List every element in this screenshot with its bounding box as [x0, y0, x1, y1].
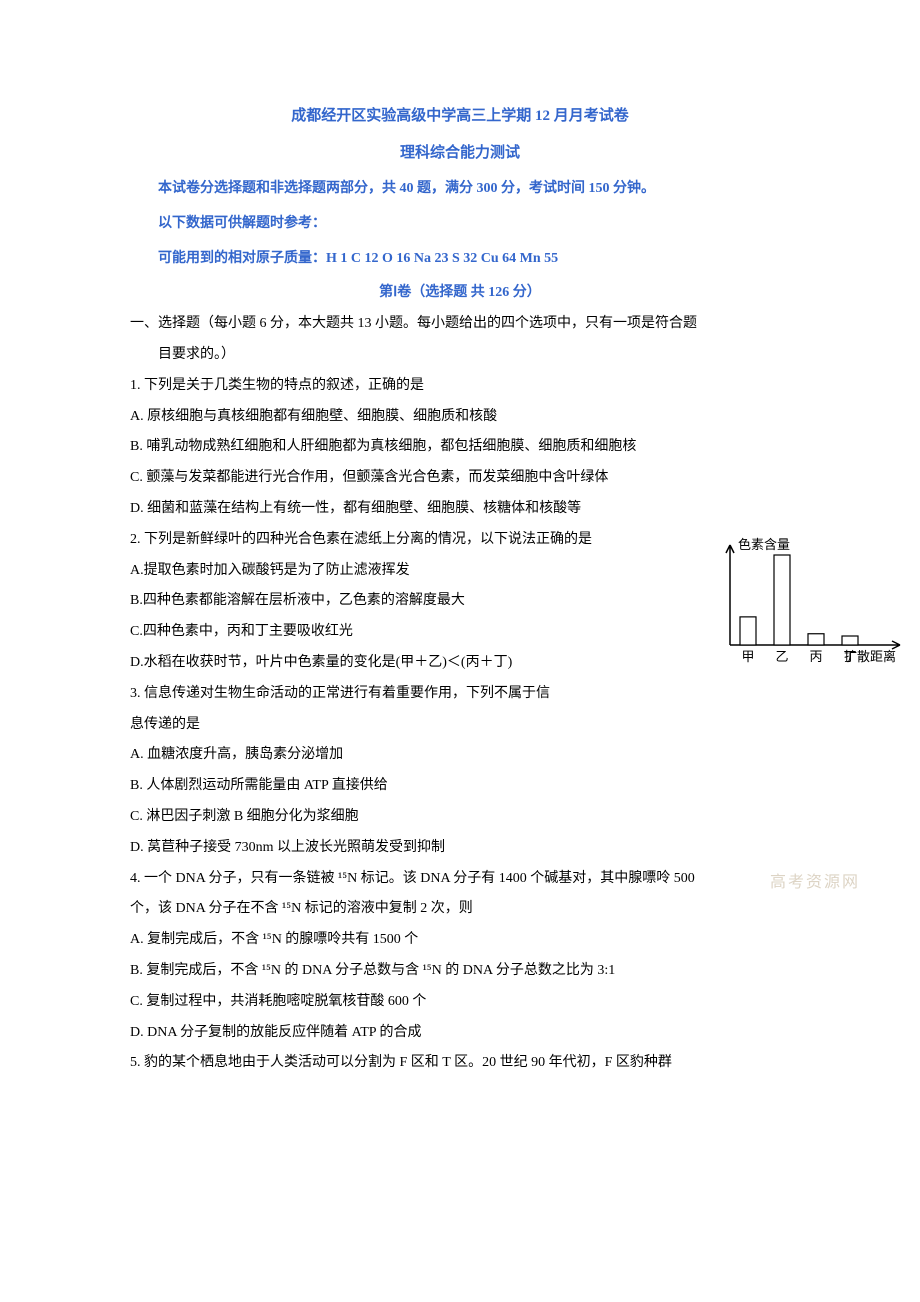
q2-option-a: A.提取色素时加入碳酸钙是为了防止滤液挥发 [130, 556, 790, 587]
q2-option-d: D.水稻在收获时节，叶片中色素量的变化是(甲＋乙)＜(丙＋丁) [130, 648, 790, 679]
svg-text:色素含量: 色素含量 [738, 537, 790, 552]
q3-option-b: B. 人体剧烈运动所需能量由 ATP 直接供给 [130, 771, 790, 802]
pigment-chart: 甲乙丙丁色素含量扩散距离 [710, 535, 910, 688]
q4-stem-line2: 个，该 DNA 分子在不含 ¹⁵N 标记的溶液中复制 2 次，则 [130, 894, 790, 925]
q4-option-c: C. 复制过程中，共消耗胞嘧啶脱氧核苷酸 600 个 [130, 987, 790, 1018]
instruction-line: 一、选择题（每小题 6 分，本大题共 13 小题。每小题给出的四个选项中，只有一… [130, 309, 790, 340]
exam-subtitle: 理科综合能力测试 [130, 137, 790, 170]
q1-option-a: A. 原核细胞与真核细胞都有细胞壁、细胞膜、细胞质和核酸 [130, 402, 790, 433]
q1-stem: 1. 下列是关于几类生物的特点的叙述，正确的是 [130, 371, 790, 402]
svg-text:丙: 丙 [809, 649, 822, 664]
q3-stem-line1: 3. 信息传递对生物生命活动的正常进行有着重要作用，下列不属于信 [130, 679, 790, 710]
q3-option-c: C. 淋巴因子刺激 B 细胞分化为浆细胞 [130, 802, 790, 833]
pigment-chart-svg: 甲乙丙丁色素含量扩散距离 [710, 535, 910, 675]
q2-option-b: B.四种色素都能溶解在层析液中，乙色素的溶解度最大 [130, 586, 790, 617]
instruction-line: 目要求的。） [130, 340, 790, 371]
q4-stem-line1: 4. 一个 DNA 分子，只有一条链被 ¹⁵N 标记。该 DNA 分子有 140… [130, 864, 790, 895]
q1-option-b: B. 哺乳动物成熟红细胞和人肝细胞都为真核细胞，都包括细胞膜、细胞质和细胞核 [130, 432, 790, 463]
exam-meta-2: 以下数据可供解题时参考： [130, 209, 790, 240]
svg-text:甲: 甲 [741, 649, 754, 664]
q4-option-a: A. 复制完成后，不含 ¹⁵N 的腺嘌呤共有 1500 个 [130, 925, 790, 956]
q3-option-a: A. 血糖浓度升高，胰岛素分泌增加 [130, 740, 790, 771]
svg-text:乙: 乙 [775, 649, 788, 664]
section-title: 第Ⅰ卷（选择题 共 126 分） [130, 278, 790, 309]
q1-option-c: C. 颤藻与发菜都能进行光合作用，但颤藻含光合色素，而发菜细胞中含叶绿体 [130, 463, 790, 494]
exam-title: 成都经开区实验高级中学高三上学期 12 月月考试卷 [130, 100, 790, 133]
q4-option-b: B. 复制完成后，不含 ¹⁵N 的 DNA 分子总数与含 ¹⁵N 的 DNA 分… [130, 956, 790, 987]
q4-option-d: D. DNA 分子复制的放能反应伴随着 ATP 的合成 [130, 1018, 790, 1049]
exam-meta-3: 可能用到的相对原子质量：H 1 C 12 O 16 Na 23 S 32 Cu … [130, 244, 790, 275]
q1-option-d: D. 细菌和蓝藻在结构上有统一性，都有细胞壁、细胞膜、核糖体和核酸等 [130, 494, 790, 525]
q5-stem: 5. 豹的某个栖息地由于人类活动可以分割为 F 区和 T 区。20 世纪 90 … [130, 1048, 790, 1079]
q2-stem: 2. 下列是新鲜绿叶的四种光合色素在滤纸上分离的情况，以下说法正确的是 [130, 525, 790, 556]
q3-option-d: D. 莴苣种子接受 730nm 以上波长光照萌发受到抑制 [130, 833, 790, 864]
q3-stem-line2: 息传递的是 [130, 710, 790, 741]
q2-option-c: C.四种色素中，丙和丁主要吸收红光 [130, 617, 790, 648]
exam-meta-1: 本试卷分选择题和非选择题两部分，共 40 题，满分 300 分，考试时间 150… [130, 174, 790, 205]
svg-text:扩散距离: 扩散距离 [844, 649, 896, 664]
